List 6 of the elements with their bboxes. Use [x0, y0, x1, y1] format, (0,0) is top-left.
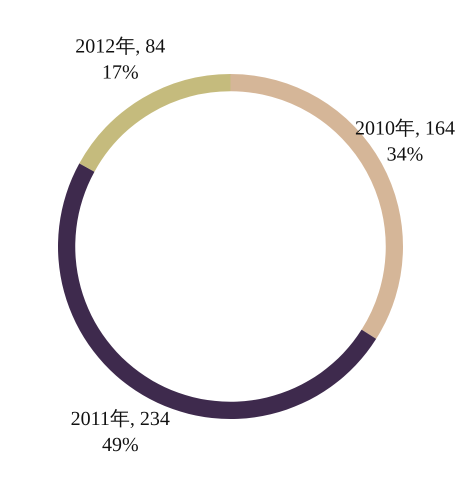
slice-label: 2010年, 164 [355, 117, 455, 140]
data-label: 17% [102, 61, 139, 84]
slice-label: 2012年, 84 [75, 35, 166, 58]
data-label: 34% [386, 143, 424, 166]
data-label: 49% [102, 434, 139, 456]
slice-label: 2011年, 234 [70, 408, 170, 430]
